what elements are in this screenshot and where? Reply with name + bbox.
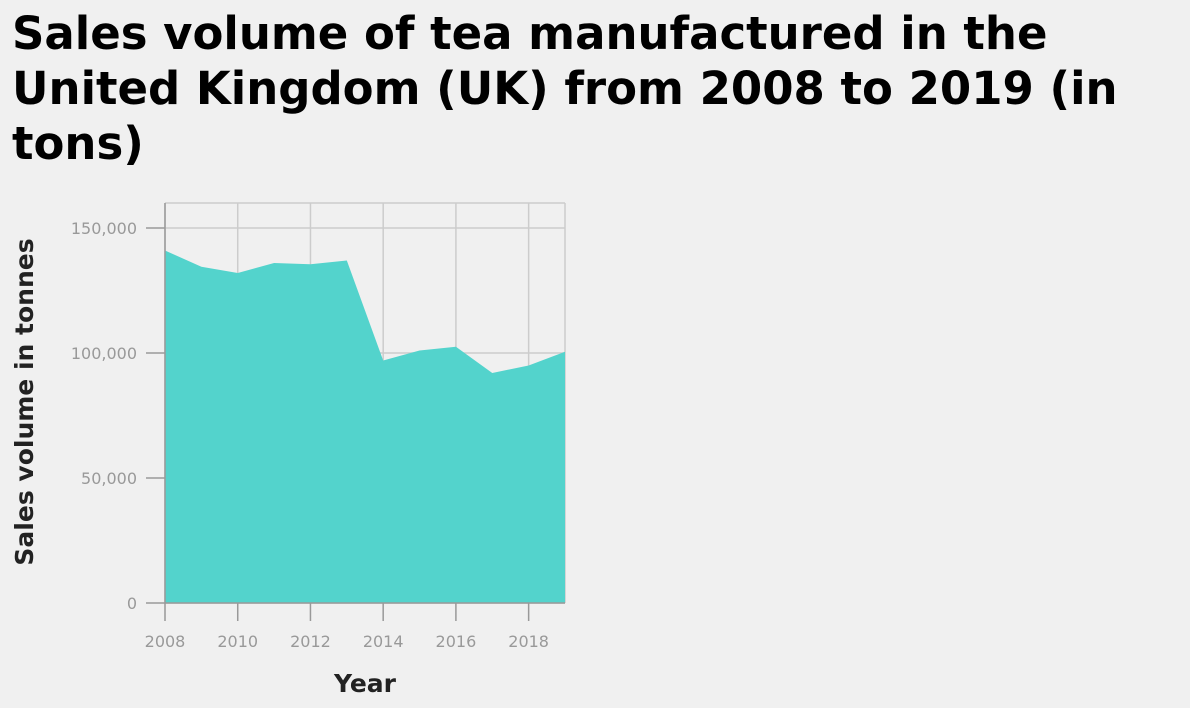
x-tick-label: 2016: [436, 632, 477, 651]
x-tick-label: 2008: [145, 632, 186, 651]
x-tick-label: 2018: [508, 632, 549, 651]
y-axis-label: Sales volume in tonnes: [10, 238, 39, 565]
x-tick-label: 2010: [217, 632, 258, 651]
x-tick-label: 2012: [290, 632, 331, 651]
axes: 0 50,000 100,000 150,000 2008 2010 2012 2014 201…: [71, 203, 565, 651]
y-tick-label: 150,000: [71, 219, 137, 238]
chart-title: Sales volume of tea manufactured in the …: [12, 7, 1118, 170]
x-axis-label: Year: [333, 669, 397, 698]
y-tick-label: 0: [127, 594, 137, 613]
area-series: [165, 250, 565, 603]
x-tick-label: 2014: [363, 632, 404, 651]
y-tick-label: 100,000: [71, 344, 137, 363]
y-tick-label: 50,000: [81, 469, 137, 488]
